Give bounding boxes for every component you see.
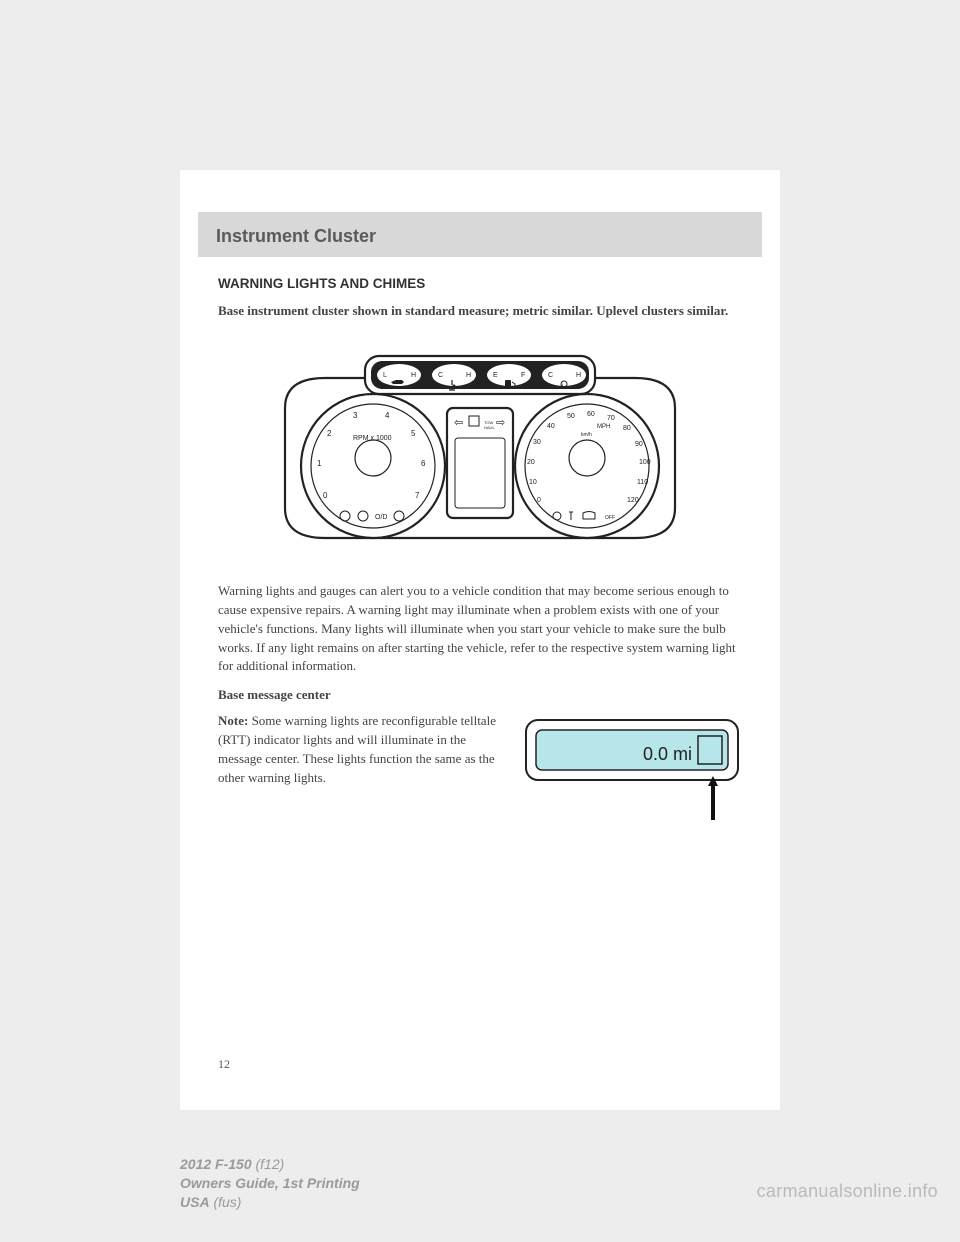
- svg-text:HAUL: HAUL: [484, 425, 495, 430]
- footer-model: 2012 F-150: [180, 1156, 252, 1172]
- spd-0: 0: [537, 497, 541, 504]
- msg-center-block: 0.0 mi Note: Some warning lights are rec…: [218, 712, 742, 834]
- footer-block: 2012 F-150 (f12) Owners Guide, 1st Print…: [180, 1155, 360, 1212]
- tach-7: 7: [415, 491, 420, 500]
- svg-text:i: i: [562, 383, 563, 389]
- note-label: Note:: [218, 713, 248, 728]
- message-center-figure: 0.0 mi: [522, 716, 742, 826]
- mph-label: MPH: [597, 424, 610, 430]
- body-paragraph-1: Warning lights and gauges can alert you …: [218, 582, 742, 676]
- footer-guide: Owners Guide, 1st Printing: [180, 1174, 360, 1193]
- tach-1: 1: [317, 459, 322, 468]
- spd-40: 40: [547, 423, 555, 430]
- tach-5: 5: [411, 429, 416, 438]
- tach-4: 4: [385, 411, 390, 420]
- msg-svg: 0.0 mi: [522, 716, 742, 826]
- page-content: WARNING LIGHTS AND CHIMES Base instrumen…: [180, 257, 780, 834]
- tach-label: RPM x 1000: [353, 435, 392, 442]
- temp-right: H: [466, 372, 471, 379]
- tach-2: 2: [327, 429, 332, 438]
- base-msg-heading: Base message center: [218, 686, 742, 704]
- info-right: H: [576, 372, 581, 379]
- fuel-icon: [505, 380, 511, 387]
- footer-code2: (fus): [210, 1194, 242, 1210]
- overdrive-icon: O/D: [375, 514, 387, 521]
- warning-heading: WARNING LIGHTS AND CHIMES: [218, 275, 742, 294]
- note-body: Some warning lights are reconfigurable t…: [218, 713, 496, 785]
- arrow-shaft: [711, 786, 715, 820]
- kmh-label: km/h: [581, 432, 592, 438]
- fuel-left: E: [493, 372, 498, 379]
- spd-70: 70: [607, 415, 615, 422]
- spd-10: 10: [529, 479, 537, 486]
- footer-line-1: 2012 F-150 (f12): [180, 1155, 360, 1174]
- spd-20: 20: [527, 459, 535, 466]
- oil-left: L: [383, 372, 387, 379]
- footer-line-3: USA (fus): [180, 1193, 360, 1212]
- spd-30: 30: [533, 439, 541, 446]
- tach-0: 0: [323, 491, 328, 500]
- right-turn-icon: ⇨: [496, 417, 505, 429]
- footer-region: USA: [180, 1194, 210, 1210]
- spd-80: 80: [623, 425, 631, 432]
- footer-code1: (f12): [252, 1156, 285, 1172]
- spd-60: 60: [587, 411, 595, 418]
- page-number: 12: [218, 1057, 230, 1072]
- manual-page: Instrument Cluster WARNING LIGHTS AND CH…: [180, 170, 780, 1110]
- info-left: C: [548, 372, 553, 379]
- rtt-box: [698, 736, 722, 764]
- instrument-cluster-figure: L H C H E F: [265, 338, 695, 558]
- tach-3: 3: [353, 411, 358, 420]
- fuel-right: F: [521, 372, 525, 379]
- spd-50: 50: [567, 413, 575, 420]
- temp-left: C: [438, 372, 443, 379]
- oil-right: H: [411, 372, 416, 379]
- cluster-svg: L H C H E F: [265, 338, 695, 558]
- intro-bold: Base instrument cluster shown in standar…: [218, 302, 742, 320]
- mini-gauge-oil: L H: [377, 364, 421, 386]
- spd-110: 110: [637, 479, 648, 486]
- left-turn-icon: ⇦: [454, 417, 463, 429]
- spd-90: 90: [635, 441, 643, 448]
- odometer-text: 0.0 mi: [643, 744, 692, 764]
- spd-120: 120: [627, 497, 639, 504]
- spd-100: 100: [639, 459, 651, 466]
- tach-6: 6: [421, 459, 426, 468]
- trac-off-icon: OFF: [605, 515, 615, 521]
- watermark-text: carmanualsonline.info: [757, 1181, 938, 1202]
- section-header: Instrument Cluster: [198, 212, 762, 257]
